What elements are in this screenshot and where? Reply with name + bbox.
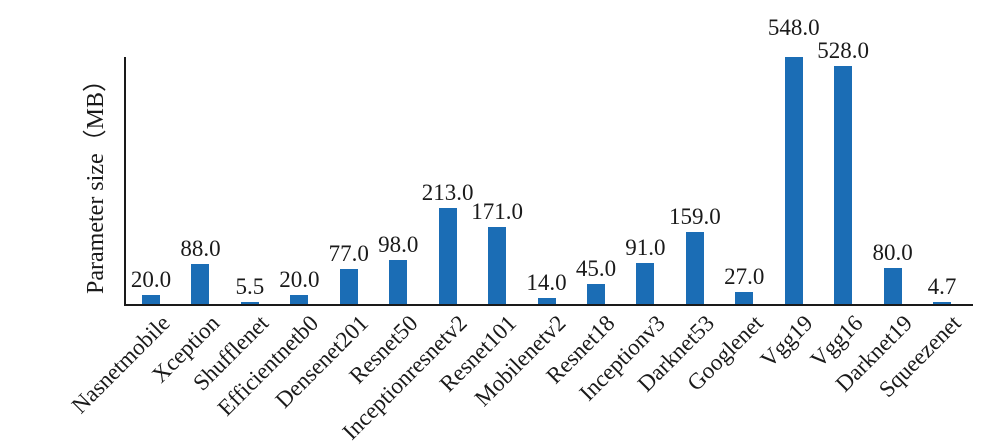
bar xyxy=(933,302,952,304)
bar xyxy=(735,292,754,304)
bar xyxy=(685,232,704,304)
bar-value-label: 80.0 xyxy=(872,240,913,265)
bar xyxy=(586,284,605,304)
bar xyxy=(537,298,556,304)
bar-value-label: 14.0 xyxy=(526,270,567,295)
x-tick-label: Vgg19 xyxy=(755,310,818,373)
bar-value-label: 45.0 xyxy=(575,256,617,281)
bar xyxy=(438,208,457,304)
bar-value-label: 5.5 xyxy=(235,274,265,299)
bar xyxy=(290,295,309,304)
bar-value-label: 213.0 xyxy=(421,180,474,205)
bar xyxy=(240,302,259,304)
bar-value-label: 88.0 xyxy=(180,236,221,261)
bar-value-label: 528.0 xyxy=(817,38,870,63)
bar xyxy=(389,260,408,304)
bar xyxy=(883,268,902,304)
bar-value-label: 159.0 xyxy=(668,204,721,229)
bar xyxy=(339,269,358,304)
bar xyxy=(784,57,803,304)
bar xyxy=(191,264,210,304)
x-axis-line xyxy=(124,304,973,306)
bar xyxy=(488,227,507,304)
bar-value-label: 171.0 xyxy=(471,199,523,224)
bar-value-label: 20.0 xyxy=(279,267,320,292)
y-axis-line xyxy=(124,57,126,306)
y-axis-label: Parameter size（MB） xyxy=(83,68,109,294)
bar xyxy=(636,263,655,304)
bar xyxy=(834,66,853,304)
bar-value-label: 548.0 xyxy=(767,15,820,40)
bar-value-label: 98.0 xyxy=(378,232,419,257)
bar-value-label: 20.0 xyxy=(130,267,172,292)
bar-value-label: 27.0 xyxy=(724,264,765,289)
bar-value-label: 4.7 xyxy=(927,274,957,299)
bar-value-label: 91.0 xyxy=(625,235,666,260)
bar-value-label: 77.0 xyxy=(328,241,369,266)
bar xyxy=(142,295,160,304)
